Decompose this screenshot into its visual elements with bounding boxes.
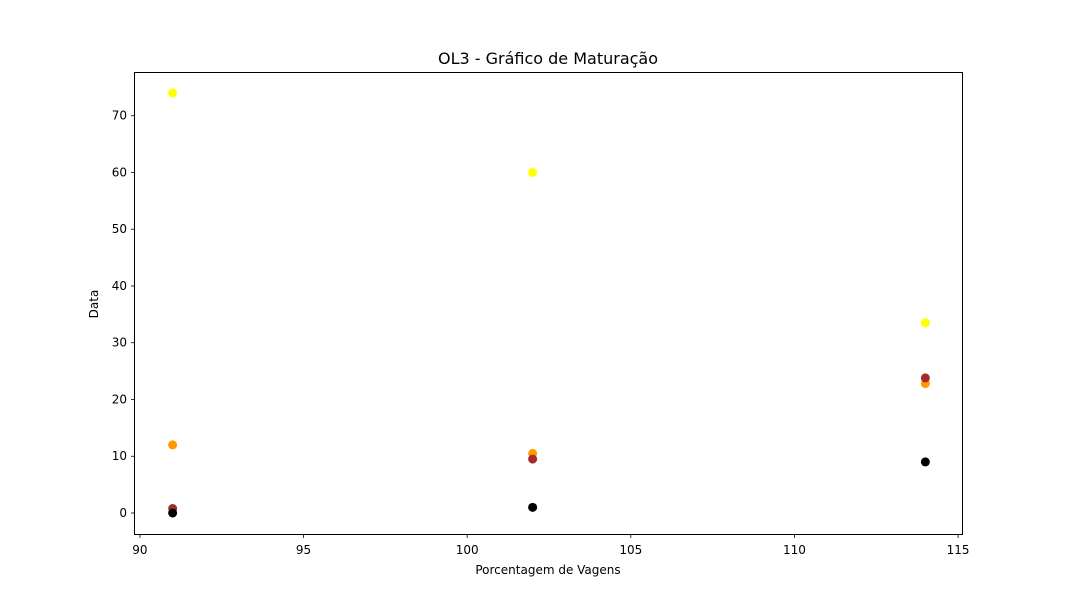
x-axis-ticks: 90 95 100 105 110 115 <box>132 534 970 557</box>
chart-title: OL3 - Gráfico de Maturação <box>438 49 658 68</box>
y-tick-label: 20 <box>112 392 127 406</box>
scatter-point <box>528 454 538 464</box>
y-tick-label: 0 <box>119 506 127 520</box>
y-tick-label: 30 <box>112 336 127 350</box>
scatter-point <box>168 88 178 98</box>
y-axis-label: Data <box>87 290 101 319</box>
y-tick-label: 50 <box>112 222 127 236</box>
scatter-point <box>168 508 178 518</box>
data-points <box>168 88 930 518</box>
scatter-point <box>528 502 538 512</box>
x-tick-label: 105 <box>619 543 642 557</box>
y-axis-ticks: 0 10 20 30 40 50 60 70 <box>112 109 135 520</box>
x-tick-label: 90 <box>132 543 147 557</box>
x-tick-label: 115 <box>947 543 970 557</box>
y-tick-label: 70 <box>112 109 127 123</box>
scatter-point <box>528 167 538 177</box>
scatter-point <box>920 318 930 328</box>
y-tick-label: 60 <box>112 165 127 179</box>
x-axis-label: Porcentagem de Vagens <box>475 563 620 577</box>
scatter-point <box>920 457 930 467</box>
scatter-point <box>168 440 178 450</box>
x-tick-label: 95 <box>296 543 311 557</box>
x-tick-label: 110 <box>783 543 806 557</box>
plot-area-frame <box>134 72 963 535</box>
y-tick-label: 10 <box>112 449 127 463</box>
x-tick-label: 100 <box>456 543 479 557</box>
y-tick-label: 40 <box>112 279 127 293</box>
scatter-point <box>920 373 930 383</box>
